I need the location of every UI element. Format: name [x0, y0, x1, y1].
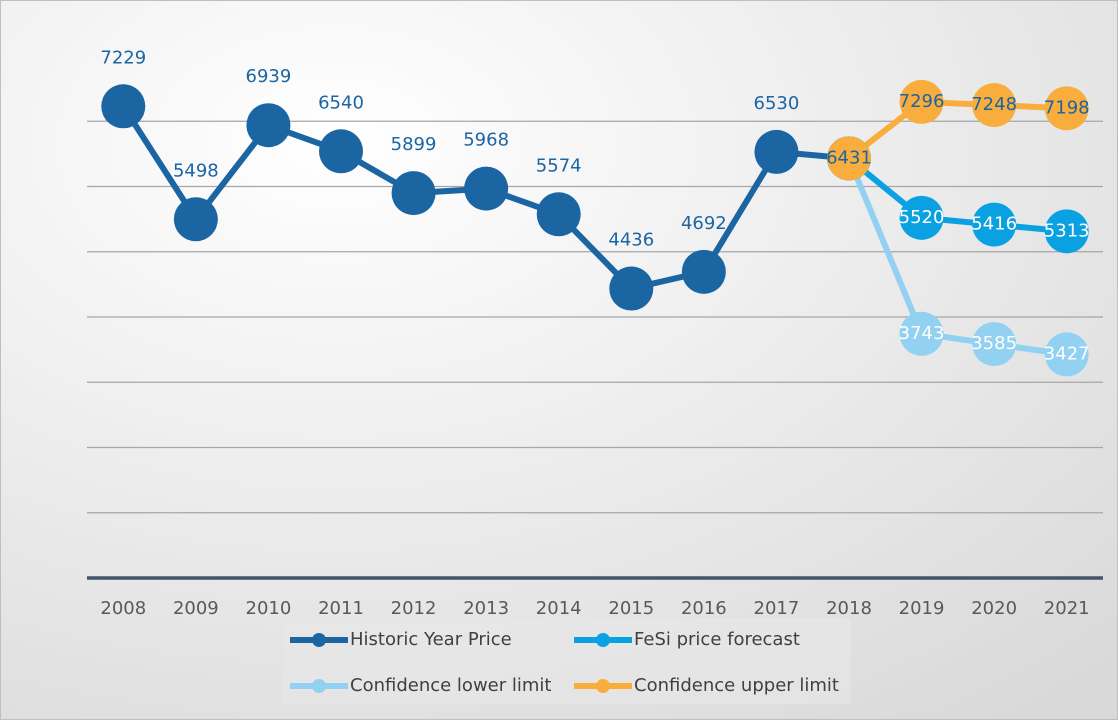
point	[681, 249, 726, 294]
x-tick-label: 2010	[246, 598, 292, 619]
legend-label: Confidence upper limit	[634, 675, 839, 696]
point	[1044, 332, 1089, 377]
x-tick-label: 2012	[391, 598, 437, 619]
point	[899, 311, 944, 356]
legend-label: FeSi price forecast	[634, 629, 800, 650]
legend-marker	[312, 679, 326, 693]
point	[319, 129, 363, 174]
legend-box	[283, 618, 851, 704]
point	[754, 129, 799, 174]
legend-marker	[596, 679, 610, 693]
point	[246, 103, 291, 148]
data-label: 3743	[899, 323, 945, 344]
data-label: 6540	[318, 92, 364, 113]
x-tick-label: 2015	[608, 598, 654, 619]
data-label: 3585	[971, 333, 1017, 354]
series-line	[847, 98, 1067, 161]
x-tick-label: 2017	[754, 598, 800, 619]
data-label: 5968	[463, 130, 509, 151]
point	[827, 136, 871, 181]
point	[173, 197, 218, 242]
data-label: 6530	[754, 93, 800, 114]
point	[609, 266, 654, 311]
data-label: 6939	[246, 66, 292, 87]
series-line	[847, 156, 1067, 235]
point	[1044, 209, 1089, 254]
x-tick-label: 2014	[536, 598, 582, 619]
data-label: 5498	[173, 160, 219, 181]
data-label: 7296	[899, 91, 945, 112]
data-label: 5899	[391, 134, 437, 155]
data-label: 7229	[100, 47, 146, 68]
point	[464, 166, 509, 211]
data-label: 6431	[826, 147, 872, 168]
data-label: 5416	[971, 214, 1017, 235]
legend-label: Confidence lower limit	[350, 675, 551, 696]
point	[391, 171, 436, 216]
point	[101, 84, 146, 129]
x-tick-label: 2021	[1044, 598, 1090, 619]
point	[972, 202, 1017, 247]
point	[899, 79, 944, 124]
point	[899, 195, 944, 240]
point	[536, 192, 581, 237]
x-tick-label: 2009	[173, 598, 219, 619]
data-label: 5574	[536, 155, 582, 176]
point	[1044, 86, 1089, 131]
data-label: 5520	[899, 207, 945, 228]
x-tick-label: 2011	[318, 598, 364, 619]
data-label: 3427	[1044, 343, 1090, 364]
point	[972, 83, 1017, 128]
legend-label: Historic Year Price	[350, 629, 512, 650]
data-label: 7248	[971, 94, 1017, 115]
x-tick-label: 2020	[971, 598, 1017, 619]
x-tick-label: 2008	[100, 598, 146, 619]
data-label: 7198	[1044, 97, 1090, 118]
x-tick-label: 2018	[826, 598, 872, 619]
point	[972, 322, 1017, 367]
x-tick-label: 2019	[899, 598, 945, 619]
data-label: 4436	[608, 230, 654, 251]
legend-marker	[596, 633, 610, 647]
legend-marker	[312, 633, 326, 647]
x-tick-label: 2013	[463, 598, 509, 619]
data-label: 5313	[1044, 220, 1090, 241]
x-tick-label: 2016	[681, 598, 727, 619]
data-label: 4692	[681, 213, 727, 234]
series-line	[846, 157, 1068, 358]
